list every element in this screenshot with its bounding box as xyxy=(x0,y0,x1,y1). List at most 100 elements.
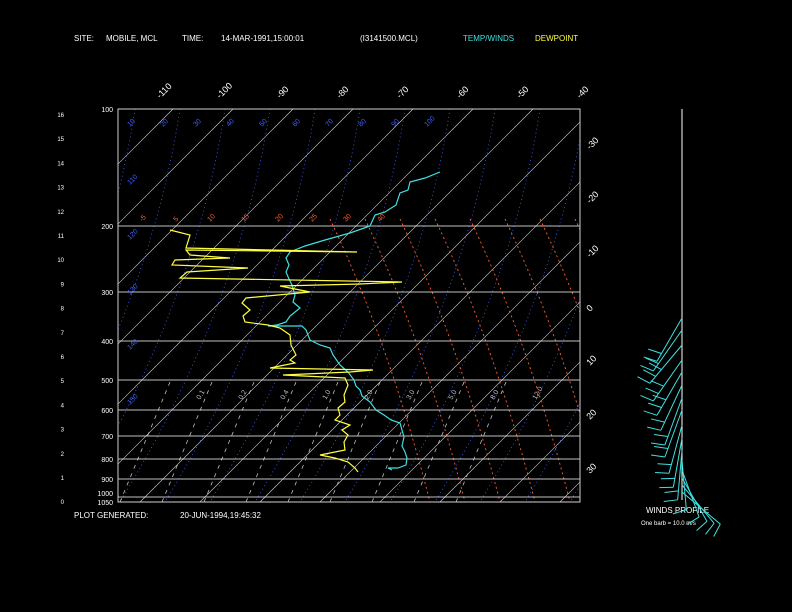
height-tick-label: 6 xyxy=(61,355,65,361)
dry-adiabat-line xyxy=(569,484,580,502)
wind-barb xyxy=(672,459,687,515)
dry-adiabat-line xyxy=(118,109,181,331)
wind-barb-feather xyxy=(705,522,715,535)
pressure-tick-label: 300 xyxy=(101,290,113,297)
mixing-ratio-label: 3.0 xyxy=(406,389,417,401)
wind-barb-feather xyxy=(686,516,700,525)
dry-adiabat-label: 80 xyxy=(357,118,368,129)
wind-barb-staff xyxy=(672,437,683,488)
dry-adiabat-label: 140 xyxy=(126,338,139,351)
isotherm-line xyxy=(680,109,792,502)
file-name: (I3141500.MCL) xyxy=(360,34,418,43)
wind-barb xyxy=(650,409,683,458)
mixing-ratio-line xyxy=(161,381,213,502)
isotherm-line xyxy=(118,109,174,165)
wind-barb-feather xyxy=(640,394,654,402)
isotherm-top-label: -90 xyxy=(274,84,290,100)
time-label: TIME: xyxy=(182,34,204,43)
wind-barb-feather xyxy=(650,442,665,446)
wind-barb-feather xyxy=(648,362,662,370)
wind-barb-feather xyxy=(643,410,658,416)
wind-barb-feather xyxy=(655,472,670,474)
wind-barb xyxy=(643,371,683,416)
dewpoint-line xyxy=(169,229,403,473)
wind-barb-feather xyxy=(654,446,669,450)
isotherm-line xyxy=(379,301,580,502)
wind-profile-title: WINDS PROFILE xyxy=(646,506,710,515)
site-value: MOBILE, MCL xyxy=(106,34,158,43)
dry-adiabat-label: 120 xyxy=(126,228,139,241)
wind-barb xyxy=(637,344,683,384)
wind-barb-staff xyxy=(664,409,683,458)
moist-adiabat-label: 5 xyxy=(172,216,180,224)
moist-adiabat-line xyxy=(329,218,431,502)
isotherm-lines xyxy=(0,109,792,502)
pressure-tick-label: 1050 xyxy=(97,500,113,507)
isotherm-line xyxy=(559,481,580,502)
moist-adiabat-lines xyxy=(329,218,580,502)
wind-barb-feather xyxy=(652,394,667,401)
mixing-ratio-line xyxy=(371,381,423,502)
height-tick-label: 0 xyxy=(61,500,65,506)
wind-barb-feather xyxy=(648,402,662,408)
dry-adiabat-label: 40 xyxy=(225,118,236,129)
isotherm-line xyxy=(439,361,580,502)
wind-barb-staff xyxy=(668,424,683,474)
mixing-ratio-line xyxy=(329,381,381,502)
pressure-tick-label: 800 xyxy=(101,457,113,464)
wind-barb-feather xyxy=(640,364,654,372)
isotherm-line xyxy=(740,109,792,502)
isotherm-line xyxy=(259,181,580,502)
wind-barb-feather xyxy=(650,454,665,458)
height-tick-label: 16 xyxy=(57,113,64,119)
height-tick-label: 3 xyxy=(61,428,65,434)
wind-barb xyxy=(640,329,683,372)
wind-barb-feather xyxy=(647,426,661,431)
wind-barb xyxy=(663,449,683,502)
pressure-tick-label: 700 xyxy=(101,434,113,441)
dry-adiabat-line xyxy=(118,109,226,427)
dry-adiabat-label: 70 xyxy=(324,118,335,129)
mixing-ratio-label: 5.0 xyxy=(448,389,459,401)
dry-adiabat-line xyxy=(118,109,136,195)
wind-barb-feather xyxy=(713,523,721,537)
wind-barbs xyxy=(637,317,721,537)
mixing-ratio-line xyxy=(413,381,465,502)
isotherm-line xyxy=(0,109,113,502)
moist-adiabat-line xyxy=(504,218,580,415)
dry-adiabat-line xyxy=(254,109,406,502)
isotherm-top-label: -80 xyxy=(334,84,350,100)
wind-barb xyxy=(681,469,700,525)
mixing-ratio-line xyxy=(287,381,339,502)
isotherm-line xyxy=(118,109,354,345)
dry-adiabat-label: 30 xyxy=(192,118,203,129)
dry-adiabat-line xyxy=(299,109,451,502)
wind-barb-feather xyxy=(696,520,708,531)
wind-barb-staff xyxy=(652,359,683,402)
wind-barb-feather xyxy=(645,357,659,365)
height-tick-label: 4 xyxy=(61,403,65,409)
wind-barb-feather xyxy=(637,376,651,384)
wind-barb xyxy=(655,424,683,474)
dry-adiabat-label: 10 xyxy=(126,118,137,129)
mixing-ratio-label: 0.4 xyxy=(280,389,291,401)
wind-barb-feather xyxy=(657,463,672,466)
moist-adiabat-line xyxy=(469,218,571,502)
dry-adiabat-line xyxy=(434,135,580,502)
wind-barb xyxy=(681,484,715,535)
wind-profile-note: One barb = 10.0 m/s xyxy=(641,521,696,527)
isotherm-line xyxy=(499,421,580,502)
wind-barb-feather xyxy=(654,434,669,438)
dry-adiabat-line xyxy=(164,109,316,502)
wind-barb-feather xyxy=(643,369,656,377)
temperature-line xyxy=(267,171,441,471)
dry-adiabat-line xyxy=(479,297,580,502)
wind-barb-staff xyxy=(664,397,683,446)
dry-adiabat-label: 150 xyxy=(126,393,139,406)
wind-barb-staff xyxy=(660,384,683,431)
moist-adiabat-label: 30 xyxy=(342,213,353,224)
isotherm-right-label: -10 xyxy=(584,243,600,259)
moist-adiabat-line xyxy=(539,218,580,314)
wind-barb-staff xyxy=(677,449,683,500)
isotherm-line xyxy=(620,109,792,502)
